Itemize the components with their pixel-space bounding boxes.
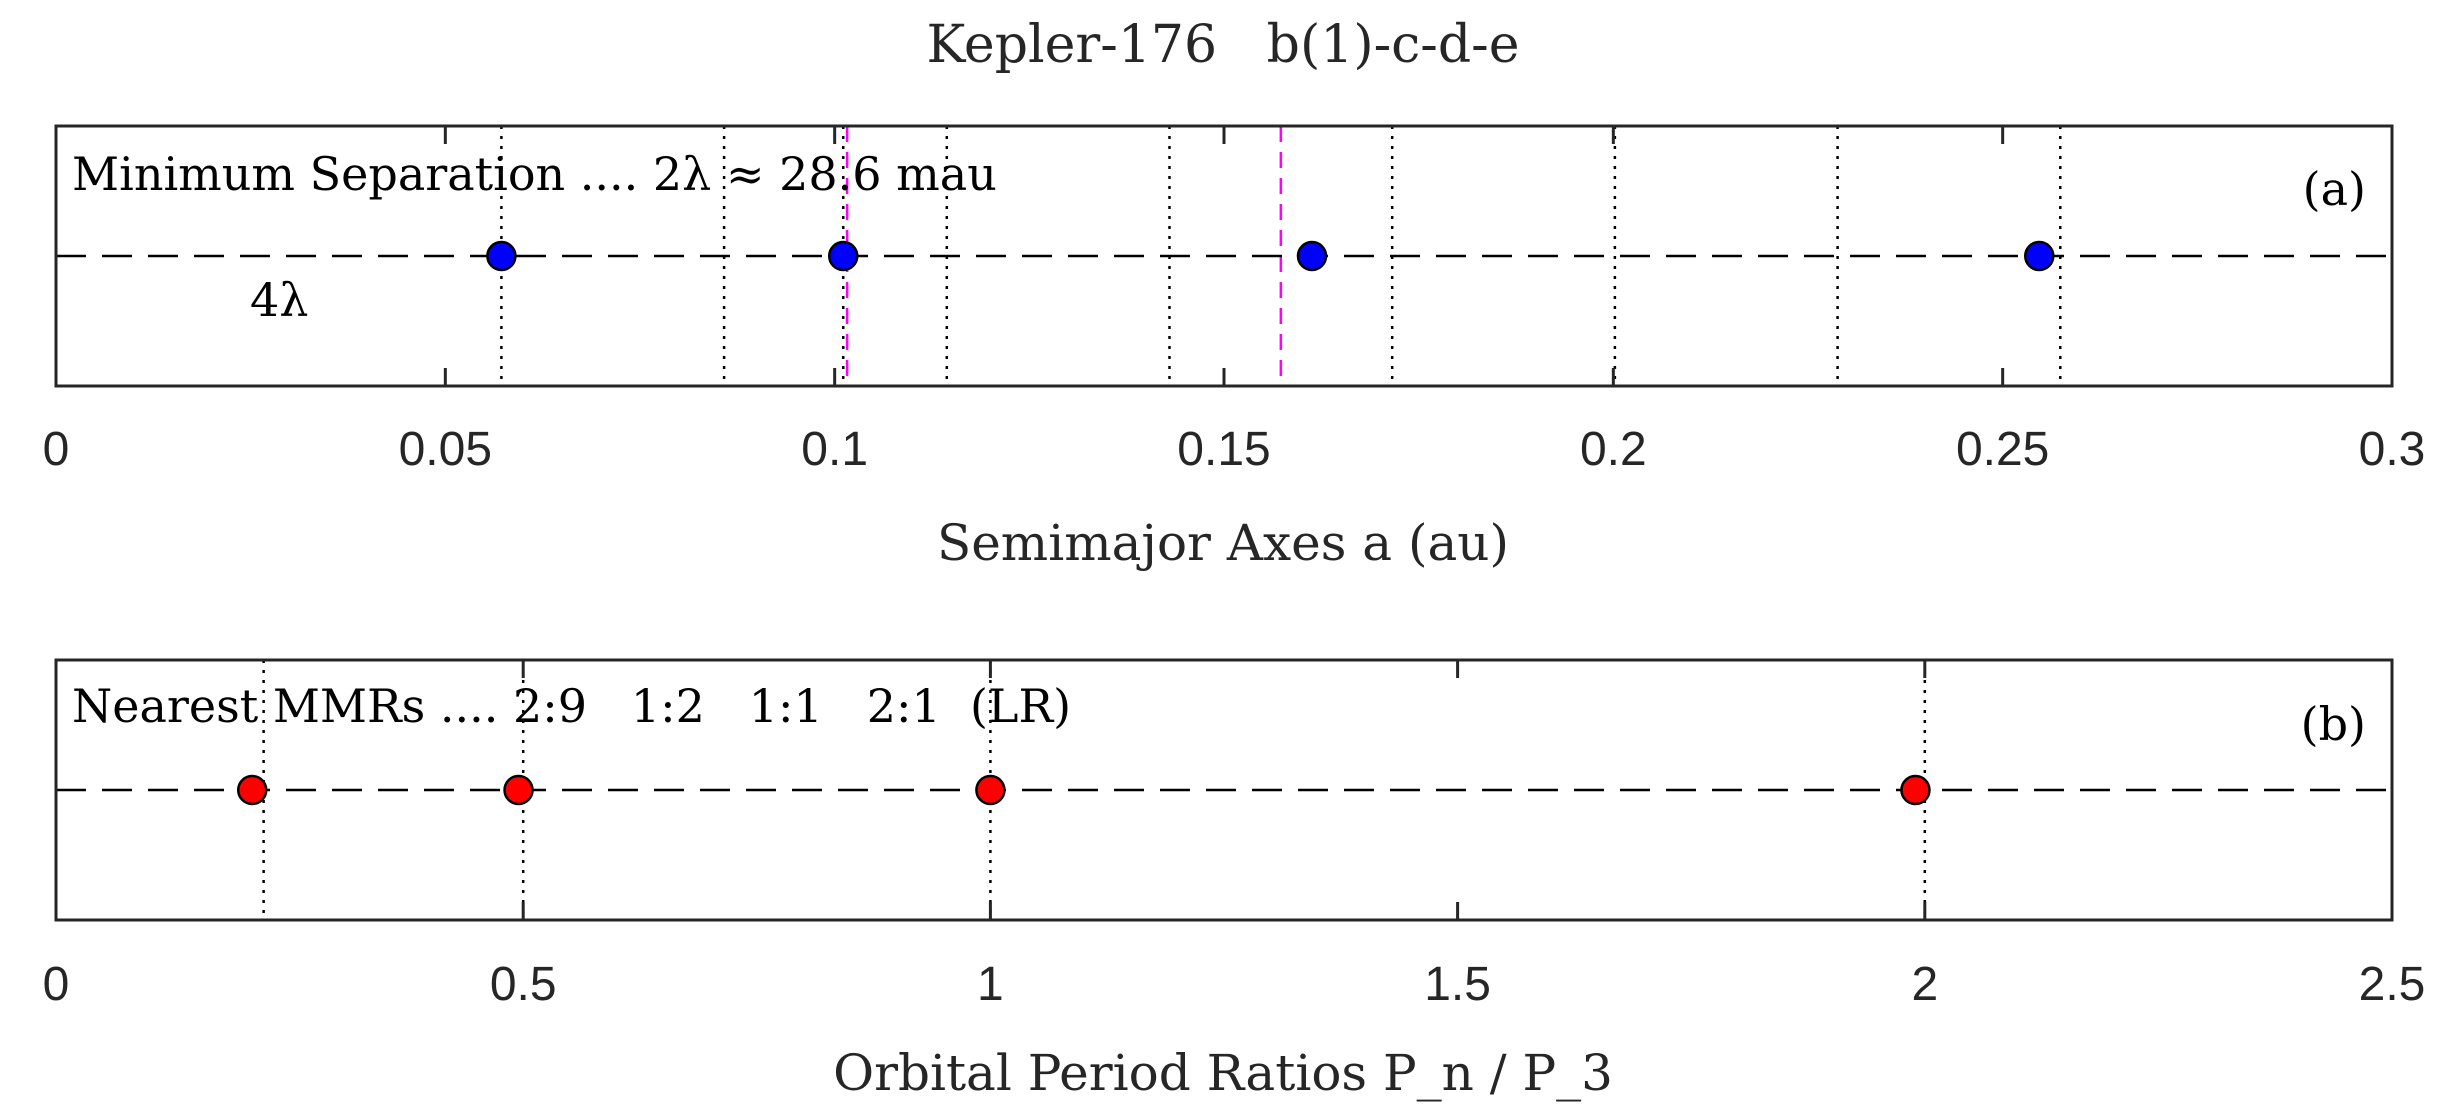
panel-a-label: (a) <box>2303 162 2366 216</box>
panel-a-tick-label-7: 0.3 <box>2359 423 2426 476</box>
panel-b-tick-label-5: 2 <box>1911 958 1938 1011</box>
panel-b-plot-layer <box>56 660 2392 920</box>
panel-a-annotation: Minimum Separation .... 2λ ≈ 28.6 mau <box>72 147 997 201</box>
panel-a-point-1 <box>486 240 517 272</box>
panel-a-tick-label-5: 0.2 <box>1580 423 1647 476</box>
panel-b-tick-label-1: 0 <box>43 958 70 1011</box>
panel-a-tick-label-2: 0.05 <box>399 423 492 476</box>
panel-b-tick-label-4: 1.5 <box>1424 958 1491 1011</box>
panel-a-x-axis-label: Semimajor Axes a (au) <box>937 514 1509 572</box>
panel-a-tick-label-3: 0.1 <box>801 423 868 476</box>
panel-b-point-1 <box>236 774 268 806</box>
panel-a-annotation-4lambda: 4λ <box>250 273 308 327</box>
panel-a-tick-label-4: 0.15 <box>1177 423 1270 476</box>
panel-a-plot-layer <box>56 126 2392 386</box>
panel-a-tick-label-6: 0.25 <box>1956 423 2049 476</box>
panel-a-point-2 <box>827 240 859 272</box>
panel-a-point-3 <box>1296 240 1328 272</box>
panel-b-point-2 <box>503 774 534 806</box>
panel-b-x-axis-label: Orbital Period Ratios P_n / P_3 <box>833 1044 1613 1102</box>
panel-b-label: (b) <box>2301 697 2366 751</box>
panel-b-axes-box <box>54 658 2394 922</box>
panel-b-point-3 <box>975 774 1006 806</box>
panel-b: Nearest MMRs .... 2:9 1:2 1:1 2:1 (LR) (… <box>43 658 2426 1102</box>
panel-b-annotation: Nearest MMRs .... 2:9 1:2 1:1 2:1 (LR) <box>72 679 1071 733</box>
panel-a-tick-label-1: 0 <box>43 423 70 476</box>
panel-b-point-4 <box>1900 774 1931 806</box>
chart-title: Kepler-176 b(1)-c-d-e <box>926 15 1519 75</box>
panel-a-x-ticks: 0 0.05 0.1 0.15 0.2 0.25 0.3 <box>43 126 2426 476</box>
panel-b-tick-label-6: 2.5 <box>2359 958 2426 1011</box>
panel-a: Minimum Separation .... 2λ ≈ 28.6 mau 4λ… <box>43 124 2426 572</box>
panel-a-point-4 <box>2024 240 2055 272</box>
panel-b-tick-label-3: 1 <box>977 958 1004 1011</box>
panel-b-x-ticks: 0 0.5 1 1.5 2 2.5 <box>43 660 2426 1011</box>
panel-b-tick-label-2: 0.5 <box>490 958 557 1011</box>
